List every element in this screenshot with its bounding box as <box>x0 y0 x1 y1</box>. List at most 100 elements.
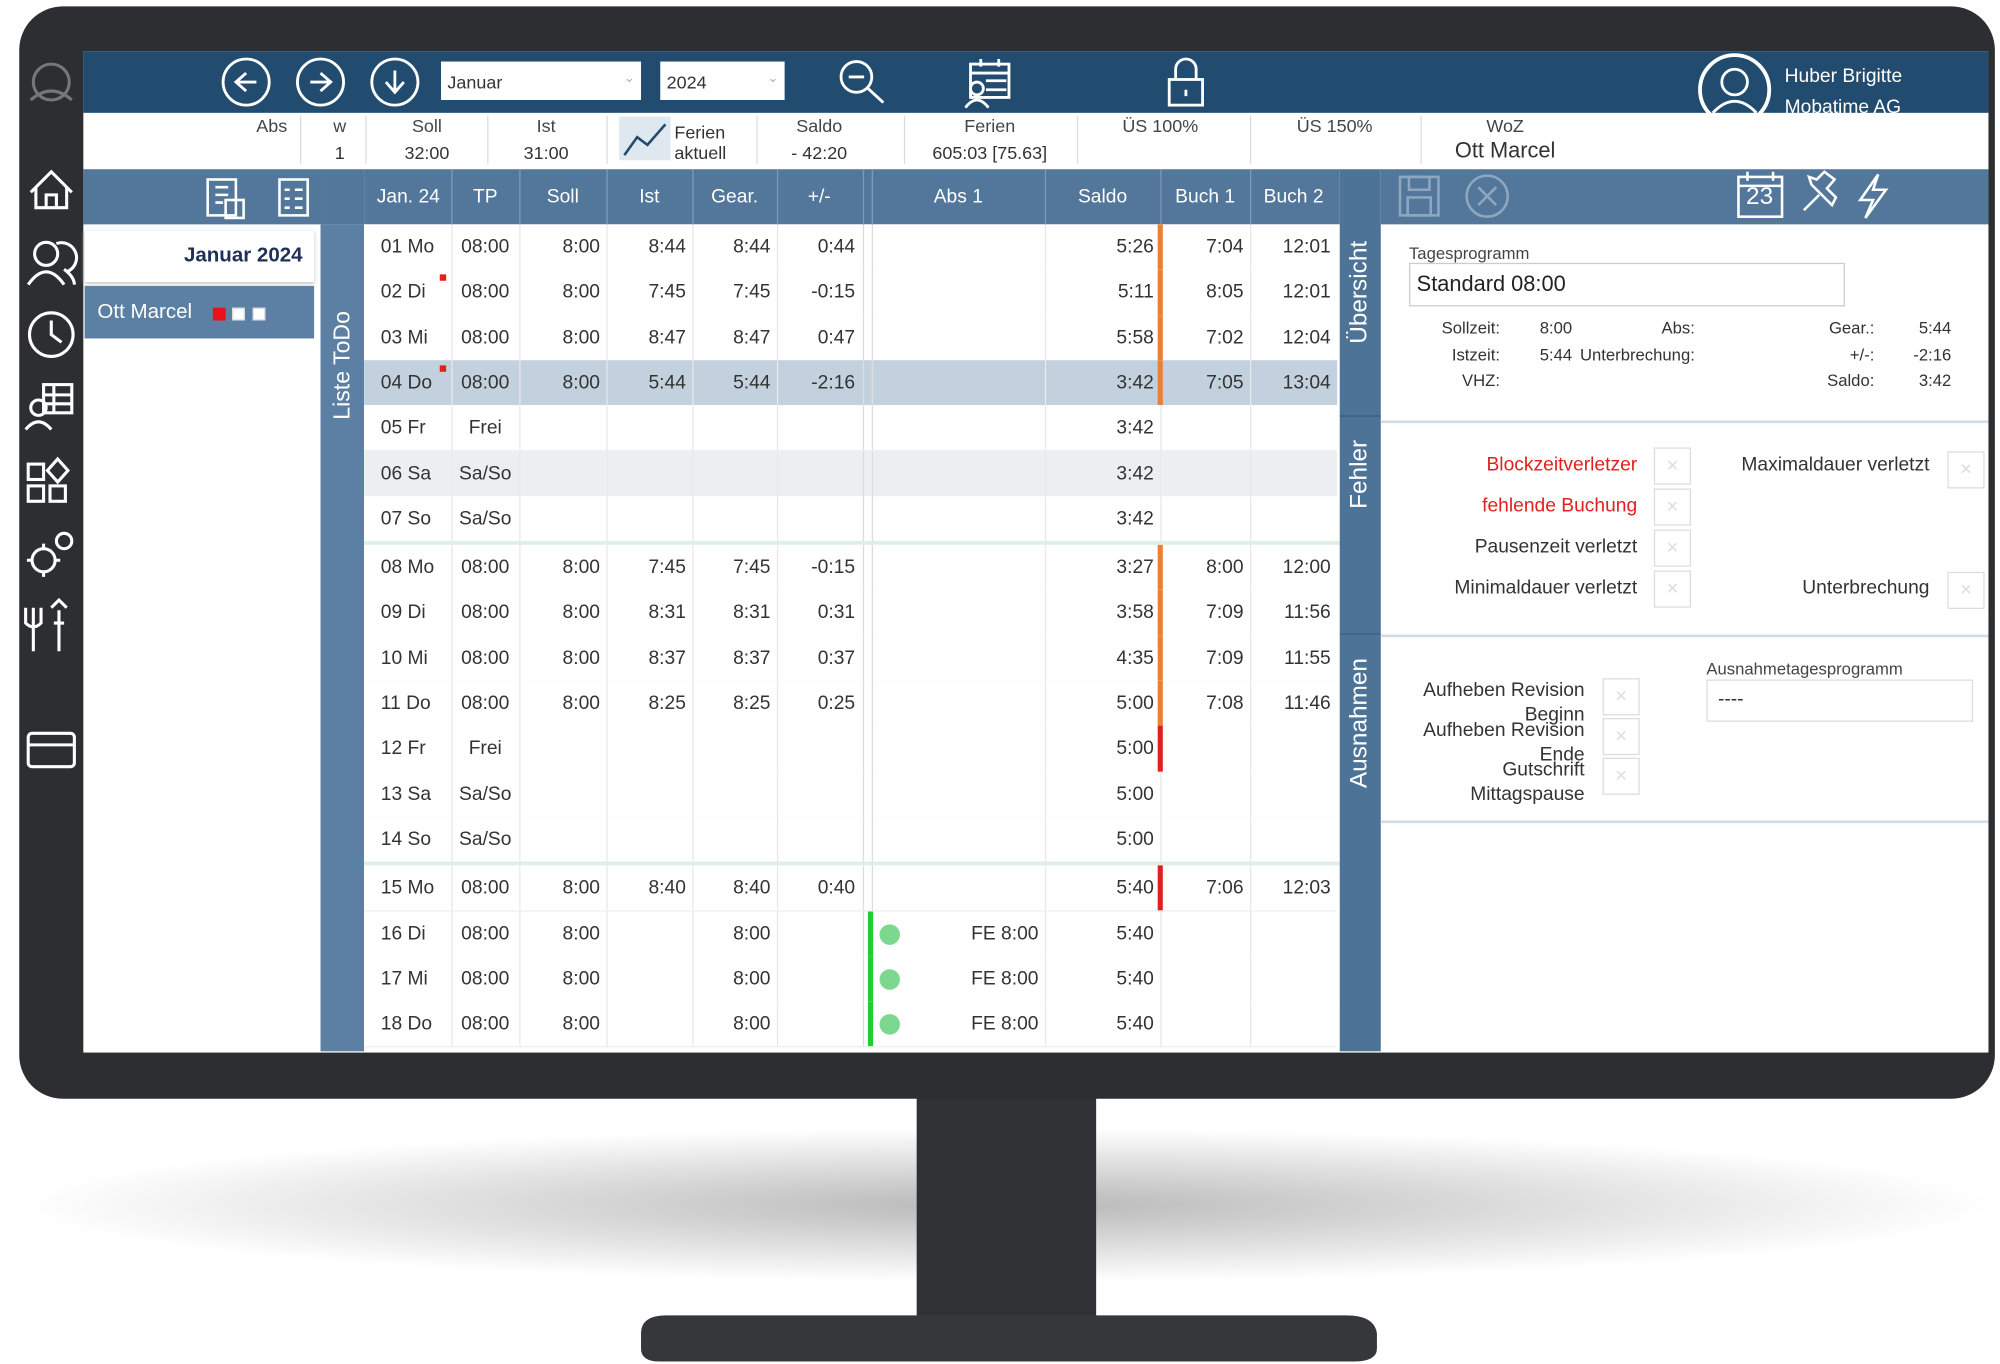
cell-divider <box>776 544 779 591</box>
table-cell: 7:08 <box>1206 692 1244 715</box>
table-row[interactable]: 11 Do 08:00 8:00 8:25 8:25 0:25 5:00 7:08 11:46 <box>364 680 1338 728</box>
column-header[interactable]: TP <box>472 185 498 208</box>
column-header[interactable]: Buch 1 <box>1175 185 1236 208</box>
checkbox[interactable]: × <box>1602 717 1640 756</box>
table-row[interactable]: 09 Di 08:00 8:00 8:31 8:31 0:31 3:58 7:09 11:56 <box>364 590 1338 637</box>
exception-select[interactable]: ---- <box>1706 679 1974 722</box>
table-row[interactable]: 01 Mo 08:00 8:00 8:44 8:44 0:44 5:26 7:04 12:01 <box>364 224 1338 271</box>
saldo-flag <box>1157 865 1163 911</box>
cell-divider <box>606 269 608 315</box>
table-cell: 08:00 <box>461 877 510 899</box>
table-row[interactable]: 02 Di 08:00 8:00 7:45 7:45 -0:15 5:11 8:05 12:01 <box>364 269 1338 317</box>
header-divider <box>862 169 874 225</box>
checkbox[interactable]: × <box>1947 571 1985 609</box>
table-row[interactable]: 16 Di 08:00 8:00 8:00 FE 8:00 5:40 <box>364 910 1338 958</box>
divider <box>1420 115 1422 165</box>
table-row[interactable]: 10 Mi 08:00 8:00 8:37 8:37 0:37 4:35 7:09 11:55 <box>364 635 1338 683</box>
column-header[interactable]: Jan. 24 <box>376 185 440 208</box>
detail-text: Unterbrechung: <box>1579 344 1695 364</box>
column-header[interactable]: Ist <box>639 185 660 208</box>
cell-divider <box>1249 544 1252 591</box>
cell-divider <box>451 450 453 496</box>
summary-value: Ott Marcel <box>1454 138 1556 163</box>
side-tab[interactable]: Fehler <box>1346 439 1374 509</box>
cell-divider <box>519 635 521 681</box>
table-row[interactable]: 04 Do 08:00 8:00 5:44 5:44 -2:16 3:42 7:05 13:04 <box>364 360 1338 407</box>
cell-divider <box>606 816 608 862</box>
column-header[interactable]: Saldo <box>1077 185 1128 208</box>
checkbox[interactable]: × <box>1602 757 1640 795</box>
checkbox[interactable]: × <box>1602 678 1640 716</box>
cell-divider <box>692 635 694 681</box>
column-header[interactable]: Gear. <box>711 185 759 208</box>
table-cell: 7:04 <box>1206 235 1244 258</box>
exception-label: Aufheben Revision <box>1423 679 1585 702</box>
table-row[interactable]: 05 Fr Frei 3:42 <box>364 405 1338 452</box>
week-separator <box>364 541 1340 545</box>
column-header[interactable]: Soll <box>546 185 579 208</box>
side-tab[interactable]: Ausnahmen <box>1346 658 1374 789</box>
table-row[interactable]: 17 Mi 08:00 8:00 8:00 FE 8:00 5:40 <box>364 956 1338 1003</box>
cell-divider <box>1249 956 1252 1002</box>
divider <box>1076 115 1079 165</box>
column-header[interactable]: Abs 1 <box>933 185 983 208</box>
table-cell: 01 Mo <box>380 235 435 258</box>
cell-divider <box>1044 726 1047 772</box>
table-row[interactable]: 18 Do 08:00 8:00 8:00 FE 8:00 5:40 <box>364 1001 1338 1048</box>
table-row[interactable]: 15 Mo 08:00 8:00 8:40 8:40 0:40 5:40 7:06 12:03 <box>364 865 1338 913</box>
cell-divider <box>451 544 453 591</box>
checkbox[interactable]: × <box>1653 570 1692 608</box>
column-header[interactable]: Buch 2 <box>1263 185 1324 208</box>
cell-divider <box>519 495 521 542</box>
table-cell: 8:40 <box>733 877 771 899</box>
table-row[interactable]: 06 Sa Sa/So 3:42 <box>364 450 1338 498</box>
table-cell: 12:04 <box>1282 326 1331 349</box>
table-row[interactable]: 07 So Sa/So 3:42 <box>364 495 1338 543</box>
cell-divider <box>451 726 453 772</box>
right-tabs: Übersicht Fehler Ausnahmen <box>1339 169 1381 1052</box>
table-row[interactable]: 08 Mo 08:00 8:00 7:45 7:45 -0:15 3:27 8:00 12:00 <box>364 544 1338 592</box>
cell-divider <box>519 314 521 361</box>
year-select[interactable]: 2024 ⌄ <box>660 61 785 100</box>
table-cell: 12:00 <box>1282 556 1331 579</box>
cell-divider <box>606 726 608 772</box>
table-row[interactable]: 12 Fr Frei 5:00 <box>364 726 1338 773</box>
table-row[interactable]: 14 So Sa/So 5:00 <box>364 816 1338 864</box>
cell-divider <box>451 269 453 315</box>
program-select[interactable]: Standard 08:00 <box>1408 262 1845 307</box>
table-row[interactable]: 03 Mi 08:00 8:00 8:47 8:47 0:47 5:58 7:02 12:04 <box>364 314 1338 362</box>
calendar-day[interactable]: 23 <box>1746 183 1774 211</box>
ferien-chart-icon[interactable] <box>617 114 681 165</box>
cell-divider <box>862 865 874 911</box>
cell-divider <box>692 544 694 591</box>
checkbox[interactable]: × <box>1653 447 1692 485</box>
cell-divider <box>692 450 694 496</box>
table-cell: 8:00 <box>1206 556 1244 579</box>
table-cell: 8:00 <box>562 877 600 899</box>
employee: Ott Marcel <box>97 301 193 324</box>
todo-tab[interactable]: Liste ToDo <box>328 311 355 420</box>
detail-text: Istzeit: <box>1451 344 1500 364</box>
employee-row[interactable]: Ott Marcel <box>84 285 315 339</box>
table-cell: 5:00 <box>1116 782 1154 805</box>
cell-divider <box>692 405 694 451</box>
checkbox[interactable]: × <box>1653 529 1692 567</box>
period-box[interactable]: Januar 2024 <box>84 230 315 283</box>
table-cell: 5:00 <box>1116 737 1154 760</box>
cell-divider <box>862 269 874 315</box>
table-cell: 08:00 <box>461 1012 510 1035</box>
summary-label[interactable]: Ferien aktuell <box>674 121 727 163</box>
table-cell: 09 Di <box>380 601 426 624</box>
saldo-flag <box>1157 269 1163 315</box>
table-cell: 8:00 <box>733 1012 771 1035</box>
cell-divider <box>1249 816 1252 862</box>
checkbox[interactable]: × <box>1653 488 1692 526</box>
checkbox[interactable]: × <box>1947 451 1985 489</box>
month-select[interactable]: Januar ⌄ <box>441 61 642 100</box>
table-cell: 11:46 <box>1284 692 1331 715</box>
table-row[interactable]: 13 Sa Sa/So 5:00 <box>364 771 1338 818</box>
side-tab[interactable]: Übersicht <box>1346 240 1374 344</box>
summary-value: 1 <box>334 142 345 163</box>
column-header[interactable]: +/- <box>807 185 831 208</box>
